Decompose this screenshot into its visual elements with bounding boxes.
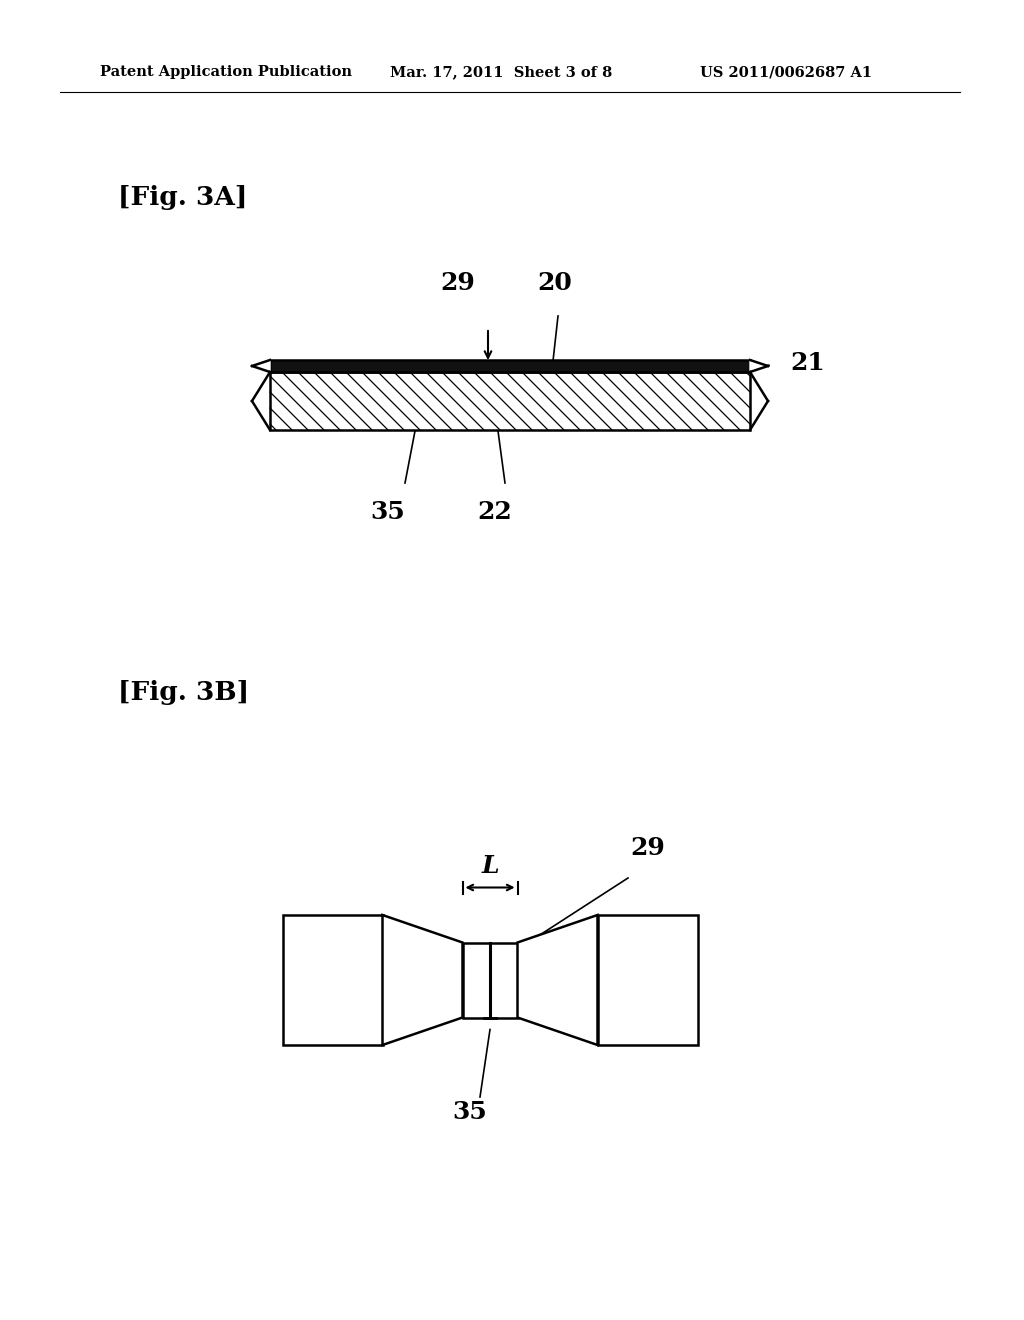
Text: 29: 29 (630, 836, 665, 861)
Polygon shape (383, 915, 463, 1045)
Polygon shape (517, 915, 597, 1045)
Text: Mar. 17, 2011  Sheet 3 of 8: Mar. 17, 2011 Sheet 3 of 8 (390, 65, 612, 79)
Bar (283, 915, 383, 1045)
Text: US 2011/0062687 A1: US 2011/0062687 A1 (700, 65, 872, 79)
Text: [Fig. 3B]: [Fig. 3B] (118, 680, 249, 705)
Text: 21: 21 (790, 351, 824, 375)
Bar (270, 360, 750, 372)
Bar (463, 942, 517, 1018)
Text: [Fig. 3A]: [Fig. 3A] (118, 185, 248, 210)
Text: 22: 22 (477, 500, 512, 524)
Text: 29: 29 (440, 271, 475, 294)
Text: 35: 35 (371, 500, 406, 524)
Polygon shape (750, 360, 768, 372)
Text: 35: 35 (453, 1100, 487, 1125)
Bar (270, 372, 750, 430)
Text: Patent Application Publication: Patent Application Publication (100, 65, 352, 79)
Bar (597, 915, 697, 1045)
Text: L: L (481, 854, 499, 878)
Polygon shape (252, 360, 270, 372)
Text: 20: 20 (538, 271, 572, 294)
